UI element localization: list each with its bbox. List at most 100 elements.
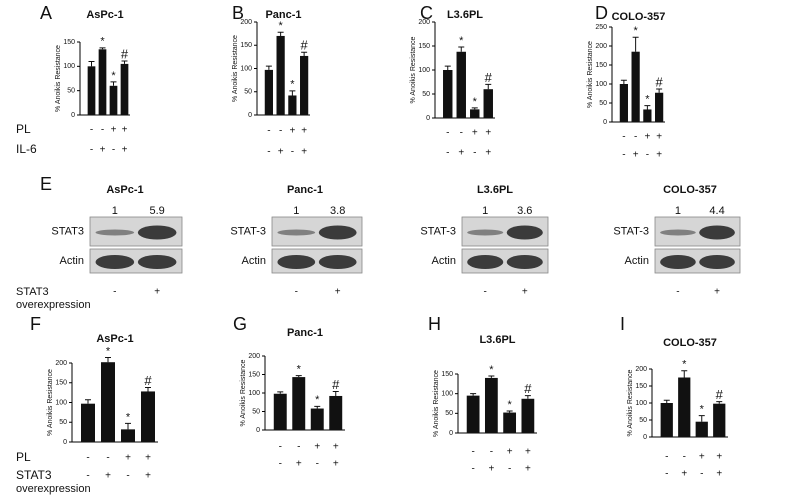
band-label: STAT-3 — [613, 225, 649, 237]
sign: + — [656, 132, 662, 143]
panel-letter: E — [40, 174, 52, 194]
band — [277, 255, 316, 269]
bar — [292, 377, 306, 430]
y-tick-label: 150 — [55, 380, 67, 387]
sign: - — [279, 126, 282, 137]
sign: + — [100, 145, 106, 156]
significance-marker: # — [332, 377, 340, 392]
bar — [631, 51, 640, 123]
bar — [101, 362, 115, 442]
sign: - — [86, 453, 89, 464]
band-quant: 3.8 — [330, 205, 345, 217]
sign: + — [485, 128, 491, 139]
bar — [470, 109, 480, 118]
y-tick-label: 0 — [426, 115, 430, 122]
sign: + — [525, 464, 531, 475]
significance-marker: * — [489, 364, 494, 376]
chart-title: AsPc-1 — [96, 333, 133, 345]
sign: + — [333, 442, 339, 453]
error-bar — [105, 356, 111, 363]
sign: + — [122, 145, 128, 156]
y-tick-label: 100 — [55, 399, 67, 406]
band-quant: 1 — [675, 205, 681, 217]
sign: + — [296, 459, 302, 470]
significance-marker: # — [144, 373, 152, 388]
sign: + — [145, 471, 151, 482]
y-tick-label: 100 — [63, 63, 75, 70]
error-bar — [698, 415, 705, 422]
significance-marker: # — [121, 46, 129, 61]
sign: + — [699, 452, 705, 463]
y-tick-label: 200 — [635, 366, 647, 373]
y-tick-label: 0 — [643, 434, 647, 441]
sign: - — [267, 126, 270, 137]
y-tick-label: 200 — [595, 43, 607, 50]
panel-letter: F — [30, 314, 41, 334]
error-bar — [301, 51, 308, 56]
error-bar — [471, 107, 478, 110]
error-bar — [632, 36, 639, 52]
sign: - — [622, 132, 625, 143]
sign: + — [522, 287, 528, 298]
band-quant: 5.9 — [150, 205, 165, 217]
blot-title: L3.6PL — [477, 184, 513, 196]
significance-marker: * — [278, 20, 283, 32]
sign: - — [460, 128, 463, 139]
significance-marker: * — [106, 345, 111, 357]
band — [506, 255, 543, 269]
y-tick-label: 0 — [449, 430, 453, 437]
sign: - — [508, 464, 511, 475]
sign: - — [90, 125, 93, 136]
row-label: STAT3 overexpression — [16, 468, 91, 495]
bar — [120, 63, 129, 115]
panel-letter: I — [620, 314, 625, 334]
error-bar — [620, 79, 627, 84]
sign: - — [106, 453, 109, 464]
y-tick-label: 100 — [240, 65, 252, 72]
y-tick-label: 150 — [418, 43, 430, 50]
error-bar — [644, 105, 651, 110]
panel-letter: D — [595, 3, 608, 23]
y-axis-label: % Anoikis Resistance — [433, 370, 440, 437]
sign: + — [716, 452, 722, 463]
y-tick-label: 200 — [55, 360, 67, 367]
y-axis-label: % Anoikis Resistance — [587, 41, 594, 108]
chart-title: L3.6PL — [479, 334, 515, 346]
chart-title: AsPc-1 — [86, 9, 123, 21]
y-tick-label: 200 — [248, 353, 260, 360]
row-label: STAT3 overexpression — [16, 286, 91, 311]
chart-title: COLO-357 — [612, 11, 666, 23]
band-label: Actin — [625, 255, 649, 267]
band-label: STAT-3 — [420, 225, 456, 237]
error-bar — [289, 90, 296, 96]
row-label: PL — [16, 122, 31, 136]
row-label: PL — [16, 450, 31, 464]
error-bar — [716, 401, 723, 404]
bar — [695, 421, 708, 437]
error-bar — [488, 375, 495, 378]
sign: - — [683, 452, 686, 463]
sign: + — [485, 148, 491, 159]
y-axis-label: % Anoikis Resistance — [627, 369, 634, 436]
significance-marker: * — [297, 364, 302, 376]
error-bar — [85, 399, 91, 404]
y-tick-label: 50 — [67, 88, 75, 95]
y-tick-label: 100 — [595, 81, 607, 88]
bar — [443, 70, 453, 118]
band-label: Actin — [60, 255, 84, 267]
bar — [329, 395, 343, 430]
error-bar — [332, 391, 339, 396]
y-tick-label: 250 — [595, 24, 607, 31]
blot-title: COLO-357 — [663, 184, 717, 196]
significance-marker: * — [126, 411, 131, 423]
error-bar — [277, 31, 284, 36]
bar — [141, 391, 155, 442]
sign: - — [297, 442, 300, 453]
sign: + — [488, 464, 494, 475]
sign: - — [473, 148, 476, 159]
band-quant: 1 — [293, 205, 299, 217]
bar — [288, 95, 297, 115]
bar — [109, 85, 118, 115]
band-label: STAT3 — [51, 225, 84, 237]
